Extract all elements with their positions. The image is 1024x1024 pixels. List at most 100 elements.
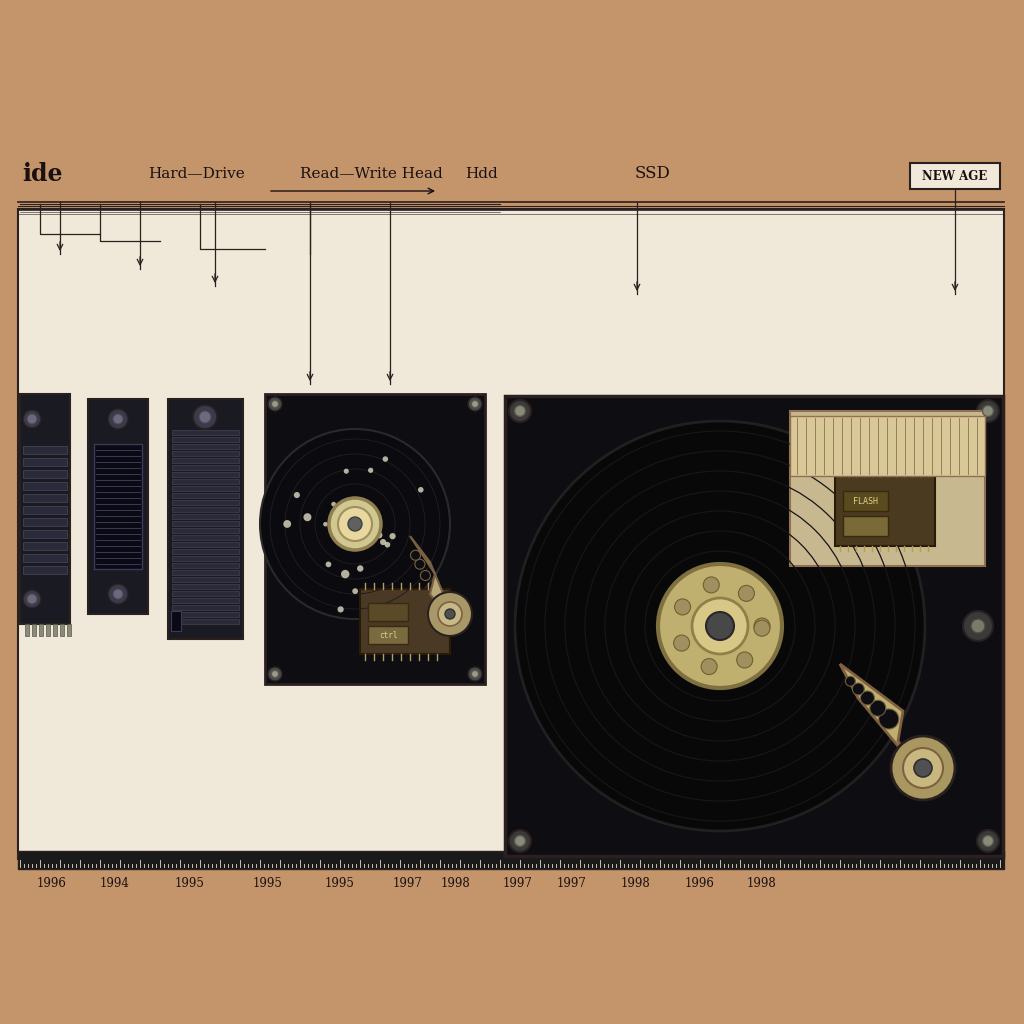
Bar xyxy=(53,624,57,636)
Circle shape xyxy=(514,406,525,417)
Bar xyxy=(23,482,67,490)
Bar xyxy=(172,507,239,512)
Circle shape xyxy=(736,652,753,668)
Bar xyxy=(172,591,239,596)
Circle shape xyxy=(324,522,328,526)
Bar xyxy=(18,209,1004,859)
Bar xyxy=(67,624,71,636)
Bar xyxy=(172,437,239,442)
Circle shape xyxy=(514,836,525,847)
Text: Hdd: Hdd xyxy=(465,167,498,181)
Circle shape xyxy=(338,507,372,541)
Circle shape xyxy=(914,759,932,777)
Bar xyxy=(172,472,239,477)
Circle shape xyxy=(418,487,424,493)
Circle shape xyxy=(260,429,450,618)
Bar xyxy=(172,605,239,610)
Circle shape xyxy=(338,606,344,612)
Circle shape xyxy=(738,586,755,601)
Bar xyxy=(172,584,239,589)
Bar xyxy=(172,535,239,540)
Text: SSD: SSD xyxy=(635,166,671,182)
Circle shape xyxy=(380,539,386,545)
Circle shape xyxy=(706,612,734,640)
Text: 1997: 1997 xyxy=(503,877,532,890)
Bar xyxy=(172,444,239,449)
Bar xyxy=(172,577,239,582)
Circle shape xyxy=(468,397,482,411)
Bar xyxy=(39,624,43,636)
Circle shape xyxy=(23,410,41,428)
Circle shape xyxy=(692,598,748,654)
Circle shape xyxy=(303,513,311,521)
Bar xyxy=(790,416,985,476)
Circle shape xyxy=(509,400,531,422)
Bar xyxy=(172,458,239,463)
Circle shape xyxy=(428,592,472,636)
Circle shape xyxy=(389,534,395,540)
Circle shape xyxy=(27,594,37,604)
Circle shape xyxy=(977,830,999,852)
Bar xyxy=(172,493,239,498)
Bar xyxy=(172,430,239,435)
Circle shape xyxy=(368,468,374,473)
Bar xyxy=(368,626,408,644)
Circle shape xyxy=(754,621,770,636)
Bar xyxy=(172,556,239,561)
Circle shape xyxy=(852,683,864,695)
Bar xyxy=(172,542,239,547)
Circle shape xyxy=(268,397,282,411)
Circle shape xyxy=(376,531,382,539)
Circle shape xyxy=(113,589,123,599)
Bar xyxy=(172,570,239,575)
Bar xyxy=(46,624,50,636)
Bar xyxy=(23,518,67,526)
Circle shape xyxy=(658,564,782,688)
Circle shape xyxy=(385,542,390,548)
Bar xyxy=(23,494,67,502)
Circle shape xyxy=(284,520,291,527)
Text: Hard—Drive: Hard—Drive xyxy=(148,167,245,181)
Circle shape xyxy=(675,599,690,615)
Circle shape xyxy=(445,609,455,618)
Polygon shape xyxy=(410,536,460,634)
Circle shape xyxy=(357,565,364,571)
Bar xyxy=(368,603,408,621)
Bar xyxy=(172,465,239,470)
Polygon shape xyxy=(840,664,938,794)
Bar xyxy=(18,851,1004,869)
Circle shape xyxy=(982,406,993,417)
Bar xyxy=(172,618,239,624)
Bar xyxy=(360,589,450,654)
Bar xyxy=(23,530,67,538)
Circle shape xyxy=(509,830,531,852)
Bar xyxy=(172,598,239,603)
Bar xyxy=(172,528,239,534)
Bar xyxy=(172,563,239,568)
Bar xyxy=(172,500,239,505)
Bar xyxy=(171,611,181,631)
Circle shape xyxy=(415,559,425,569)
Circle shape xyxy=(471,671,478,678)
Circle shape xyxy=(879,709,899,729)
Circle shape xyxy=(471,400,478,408)
Text: 1995: 1995 xyxy=(253,877,283,890)
Bar xyxy=(32,624,36,636)
Bar xyxy=(790,411,985,566)
Circle shape xyxy=(869,700,886,716)
Text: 1997: 1997 xyxy=(393,877,423,890)
Circle shape xyxy=(846,676,855,686)
Circle shape xyxy=(421,570,430,581)
Circle shape xyxy=(113,414,123,424)
Text: NEW AGE: NEW AGE xyxy=(923,170,987,182)
Circle shape xyxy=(268,667,282,681)
Circle shape xyxy=(294,492,300,498)
Circle shape xyxy=(860,691,874,705)
Bar xyxy=(172,549,239,554)
Circle shape xyxy=(271,400,279,408)
Text: FLASH: FLASH xyxy=(853,497,878,506)
Text: 1997: 1997 xyxy=(557,877,587,890)
Bar xyxy=(23,506,67,514)
Bar xyxy=(172,486,239,490)
Bar xyxy=(23,566,67,574)
